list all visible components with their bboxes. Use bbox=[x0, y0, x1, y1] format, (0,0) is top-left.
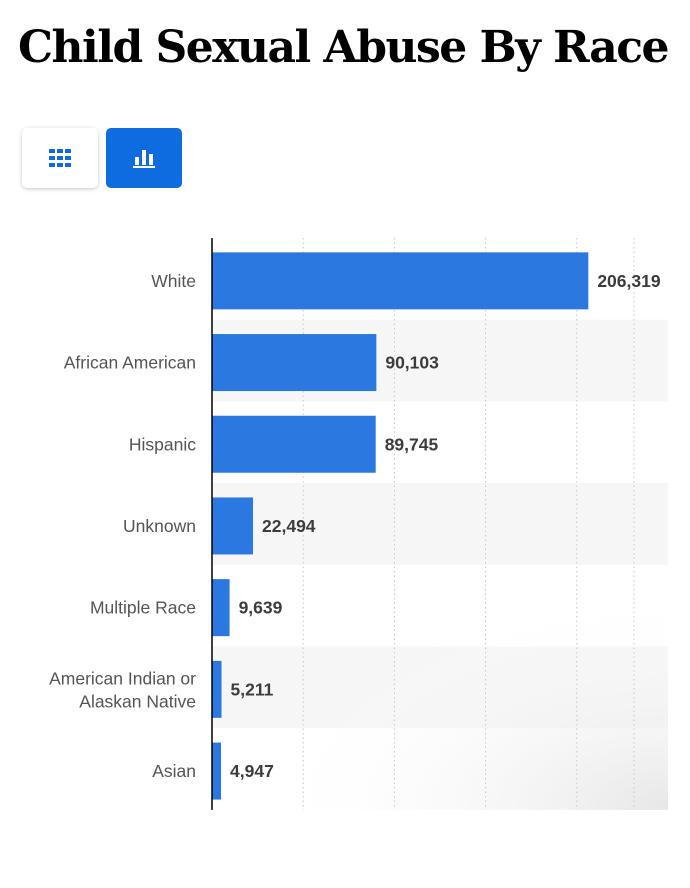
category-label: American Indian or Alaskan Native bbox=[49, 668, 196, 711]
plot-shade bbox=[212, 564, 668, 810]
category-label: Asian bbox=[152, 761, 196, 781]
bar bbox=[212, 252, 589, 310]
data-label: 9,639 bbox=[239, 598, 283, 618]
bar bbox=[212, 334, 377, 392]
row-band bbox=[212, 483, 668, 565]
data-label: 206,319 bbox=[597, 271, 661, 291]
category-label: African American bbox=[64, 353, 196, 373]
grid-table-icon bbox=[49, 149, 71, 167]
data-label: 22,494 bbox=[262, 516, 316, 536]
chart-view-button[interactable] bbox=[106, 128, 182, 188]
bar bbox=[212, 660, 222, 718]
view-toggle bbox=[22, 128, 182, 188]
data-label: 89,745 bbox=[385, 434, 439, 454]
data-label: 5,211 bbox=[231, 679, 274, 699]
bar bbox=[212, 415, 376, 473]
data-label: 90,103 bbox=[385, 353, 439, 373]
bar bbox=[212, 579, 230, 637]
category-label: Unknown bbox=[123, 516, 196, 536]
data-label: 4,947 bbox=[230, 761, 274, 781]
category-label: Multiple Race bbox=[90, 598, 196, 618]
bar-chart: 206,319 White 90,103 African American 89,745… bbox=[49, 238, 668, 810]
page-title: Child Sexual Abuse By Race bbox=[18, 22, 669, 73]
bar bbox=[212, 742, 222, 800]
category-label: White bbox=[151, 271, 196, 291]
category-label: Hispanic bbox=[129, 434, 196, 454]
table-view-button[interactable] bbox=[22, 128, 98, 188]
bar-chart-icon bbox=[133, 150, 155, 168]
bar bbox=[212, 497, 254, 555]
